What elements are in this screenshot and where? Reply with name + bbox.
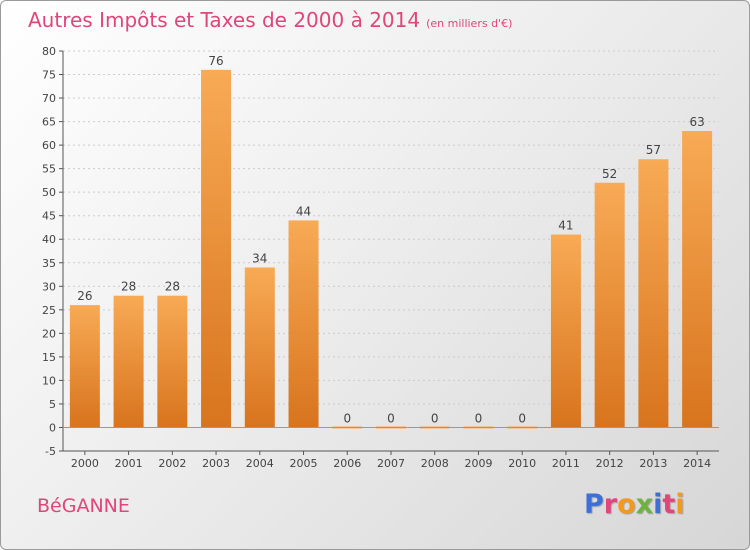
x-tick-label: 2004: [246, 457, 274, 470]
data-labels: 26 28 28 76 34 44 0 0 0 0 0 41 52 57 63: [77, 54, 705, 426]
y-tick-label: 30: [42, 280, 56, 293]
y-tick-label: 65: [42, 116, 56, 129]
data-label: 34: [252, 251, 267, 265]
data-label: 0: [518, 411, 526, 425]
y-tick-label: 80: [42, 45, 56, 58]
x-tick-label: 2010: [508, 457, 536, 470]
x-tick-label: 2007: [377, 457, 405, 470]
logo-letter: P: [584, 489, 604, 520]
chart-unit: (en milliers d'€): [426, 17, 513, 30]
y-tick-label: 60: [42, 139, 56, 152]
y-tick-label: 40: [42, 233, 56, 246]
bar: [288, 220, 319, 428]
bar: [638, 159, 669, 428]
chart-title-text: Autres Impôts et Taxes de 2000 à 2014: [28, 8, 421, 32]
y-tick-label: -5: [45, 445, 56, 458]
x-tick-label: 2003: [202, 457, 230, 470]
logo-letter: i: [653, 489, 663, 520]
axes: -5 0 5 10 15 20 25 30 35 40 45 50 55 60 65 70 75 80 2000 20…: [42, 45, 719, 470]
chart-title: Autres Impôts et Taxes de 2000 à 2014 (en…: [28, 8, 512, 32]
bar: [201, 69, 232, 428]
x-tick-label: 2006: [333, 457, 361, 470]
x-tick-label: 2009: [464, 457, 492, 470]
data-label: 41: [558, 219, 573, 233]
bar: [550, 234, 581, 428]
bar: [244, 267, 275, 428]
data-label: 0: [475, 411, 483, 425]
data-label: 28: [121, 280, 136, 294]
x-tick-label: 2013: [639, 457, 667, 470]
x-tick-label: 2001: [115, 457, 143, 470]
x-tick-label: 2000: [71, 457, 99, 470]
data-label: 0: [431, 411, 439, 425]
y-tick-label: 70: [42, 92, 56, 105]
y-tick-label: 5: [49, 398, 56, 411]
x-tick-label: 2008: [421, 457, 449, 470]
x-tick-label: 2011: [552, 457, 580, 470]
bars: [69, 69, 713, 429]
proxiti-logo[interactable]: Proxiti: [584, 489, 685, 520]
data-label: 44: [296, 204, 311, 218]
bar: [594, 182, 625, 428]
x-tick-label: 2002: [158, 457, 186, 470]
y-tick-label: 25: [42, 304, 56, 317]
data-label: 0: [387, 411, 395, 425]
y-tick-label: 15: [42, 351, 56, 364]
data-label: 63: [689, 115, 704, 129]
y-tick-label: 10: [42, 374, 56, 387]
x-tick-label: 2014: [683, 457, 711, 470]
y-tick-label: 35: [42, 257, 56, 270]
y-tick-label: 75: [42, 69, 56, 82]
bar: [682, 131, 713, 428]
y-tick-label: 20: [42, 327, 56, 340]
y-tick-label: 50: [42, 186, 56, 199]
logo-letter: x: [635, 489, 654, 520]
logo-letter: r: [603, 489, 618, 520]
data-label: 0: [343, 411, 351, 425]
y-tick-label: 45: [42, 210, 56, 223]
bar: [157, 295, 188, 428]
data-label: 26: [77, 289, 92, 303]
y-tick-label: 0: [49, 421, 56, 434]
bar: [113, 295, 144, 428]
logo-letter: o: [617, 489, 636, 520]
x-tick-label: 2005: [290, 457, 318, 470]
data-label: 57: [646, 143, 661, 157]
x-tick-label: 2012: [596, 457, 624, 470]
data-label: 28: [165, 280, 180, 294]
y-tick-label: 55: [42, 163, 56, 176]
data-label: 52: [602, 167, 617, 181]
bar: [69, 305, 100, 428]
logo-letter: t: [662, 489, 676, 520]
logo-letter: i: [675, 489, 685, 520]
data-label: 76: [208, 54, 223, 68]
commune-name: BéGANNE: [37, 495, 130, 517]
